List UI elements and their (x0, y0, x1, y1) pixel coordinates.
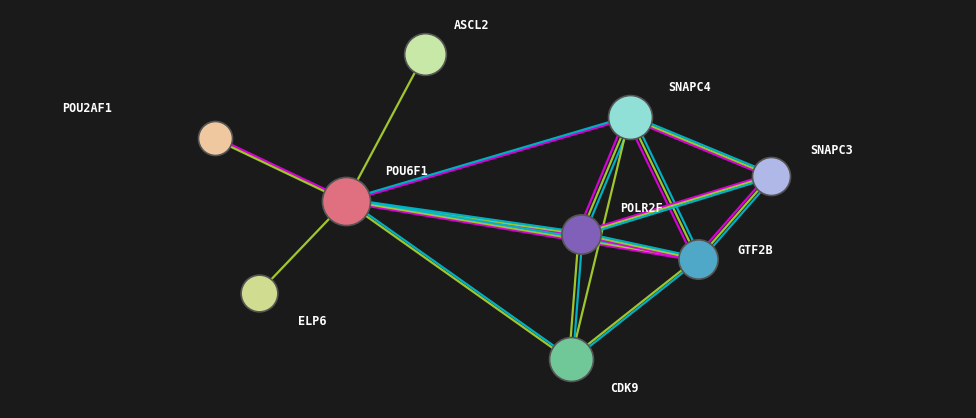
Text: SNAPC4: SNAPC4 (669, 81, 712, 94)
Point (563, 356, 579, 363)
Text: POLR2F: POLR2F (620, 202, 663, 216)
Text: GTF2B: GTF2B (737, 244, 773, 257)
Point (417, 51, 432, 58)
Point (690, 256, 706, 263)
Text: POU6F1: POU6F1 (386, 165, 428, 178)
Point (622, 114, 637, 120)
Point (573, 231, 589, 237)
Text: POU2AF1: POU2AF1 (62, 102, 112, 115)
Text: ELP6: ELP6 (298, 315, 326, 329)
Text: ASCL2: ASCL2 (454, 18, 490, 32)
Text: CDK9: CDK9 (610, 382, 638, 395)
Point (763, 172, 779, 179)
Point (339, 197, 354, 204)
Text: SNAPC3: SNAPC3 (810, 144, 853, 157)
Point (207, 135, 223, 141)
Point (251, 289, 266, 296)
